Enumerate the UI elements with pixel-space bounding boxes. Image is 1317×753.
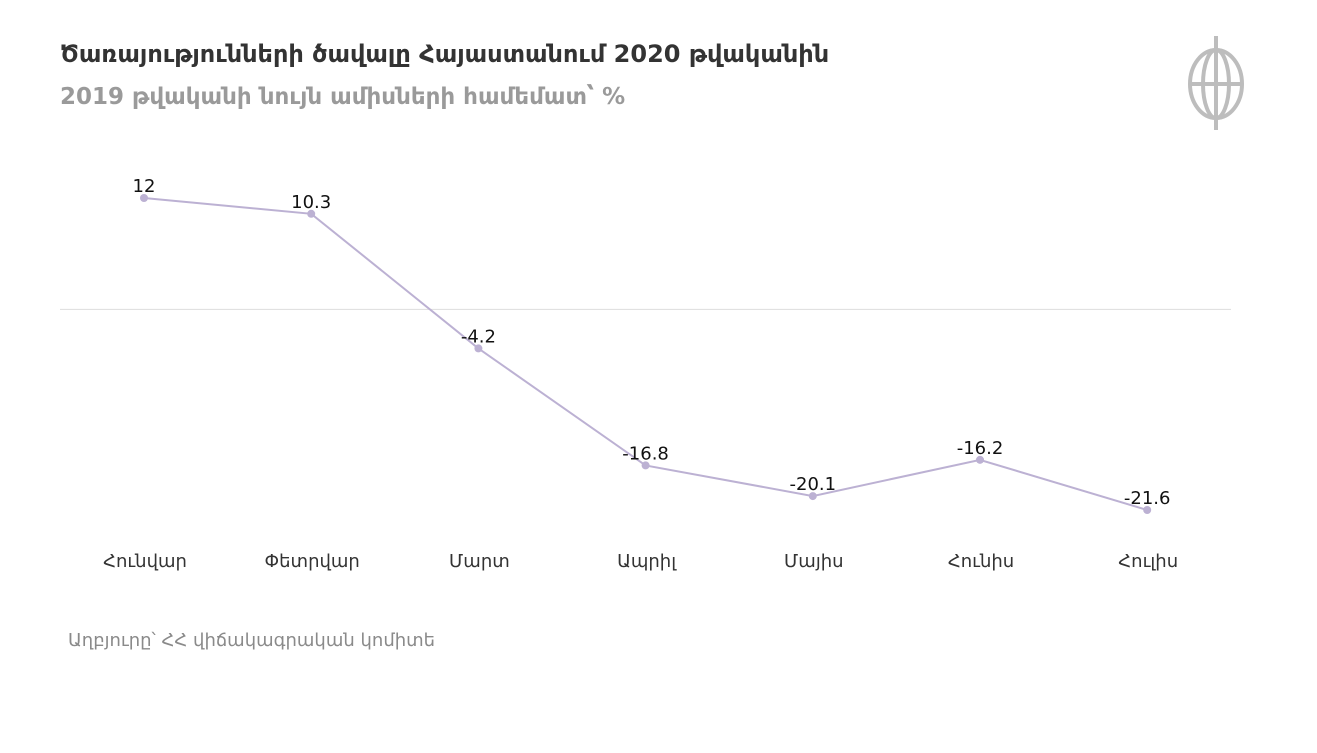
source-note: Աղբյուրը՝ ՀՀ վիճակագրական կոմիտե [68,630,436,651]
data-label: -16.2 [957,438,1004,459]
data-label: -16.8 [622,443,669,464]
x-tick-label: Մայիս [784,551,843,572]
data-point [140,194,148,202]
data-label: -4.2 [461,326,496,347]
chart-subtitle: 2019 թվականի նույն ամիսների համեմատ՝ % [60,84,626,110]
x-tick-label: Հունիս [948,551,1014,572]
data-point [474,344,483,353]
data-point [307,209,316,218]
data-label: 10.3 [291,192,331,213]
x-tick-label: Ապրիլ [617,551,677,572]
data-label: -20.1 [790,474,837,495]
circle-emblem-icon [1188,36,1244,130]
data-point [1143,506,1152,514]
x-tick-label: Հունվար [103,551,187,572]
data-label: 12 [133,176,156,197]
x-tick-label: Հուլիս [1118,551,1178,572]
x-tick-label: Փետրվար [265,551,360,572]
chart-title: Ծառայությունների ծավալը Հայաստանում 2020… [60,40,830,68]
data-point [641,461,650,470]
data-point [808,492,817,501]
data-point [976,455,984,464]
data-label: -21.6 [1124,488,1171,509]
x-tick-label: Մարտ [449,551,510,572]
